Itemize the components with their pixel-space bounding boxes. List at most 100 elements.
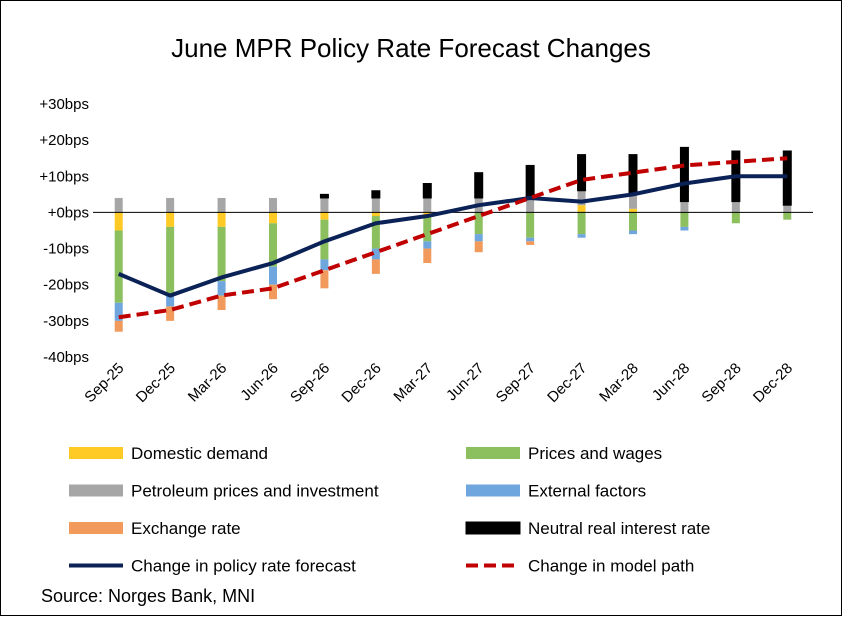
- x-tick-label: Dec-27: [544, 360, 590, 406]
- legend-label: Exchange rate: [131, 519, 241, 538]
- legend-item: Exchange rate: [69, 519, 241, 538]
- y-tick-label: -40bps: [43, 349, 89, 366]
- line-change-in-policy-rate-forecast: [117, 174, 788, 298]
- bar-segment-prices-and-wages: [783, 212, 792, 220]
- y-tick-label: +30bps: [39, 96, 89, 113]
- bar-segment-external-factors: [166, 295, 175, 307]
- bar-segment-petroleum-prices-and-investment: [577, 190, 586, 206]
- bar-segment-exchange-rate: [114, 320, 123, 332]
- bar-segment-prices-and-wages: [629, 212, 637, 231]
- bar-segment-petroleum-prices-and-investment: [423, 197, 432, 213]
- bar-segment-prices-and-wages: [371, 216, 380, 249]
- x-tick-label: Dec-25: [133, 360, 179, 406]
- bar-segment-exchange-rate: [371, 259, 380, 274]
- x-tick-label: Dec-26: [338, 360, 384, 406]
- bar-segment-external-factors: [423, 241, 432, 249]
- bar-segment-neutral-real-interest-rate: [474, 172, 484, 199]
- bar-segment-prices-and-wages: [166, 226, 175, 296]
- bar-segment-external-factors: [320, 259, 329, 271]
- bar-segment-domestic-demand: [114, 212, 123, 231]
- bar-segment-neutral-real-interest-rate: [319, 193, 329, 199]
- y-axis-ticks: +30bps +20bps +10bps +0bps -10bps -20bps -30bp…: [39, 96, 89, 366]
- bar-segment-prices-and-wages: [423, 216, 432, 242]
- x-tick-label: Jun-27: [443, 360, 487, 404]
- x-tick-label: Mar-28: [596, 360, 642, 406]
- bar-segment-petroleum-prices-and-investment: [783, 205, 792, 213]
- bar-segment-prices-and-wages: [114, 230, 123, 303]
- bar-segment-exchange-rate: [217, 295, 226, 311]
- bar-segment-petroleum-prices-and-investment: [217, 197, 226, 213]
- legend-label: Change in policy rate forecast: [131, 557, 356, 576]
- bar-segment-exchange-rate: [423, 248, 432, 264]
- x-tick-label: Mar-27: [390, 360, 436, 406]
- legend-item: Change in policy rate forecast: [69, 557, 356, 576]
- bar-segment-exchange-rate: [269, 284, 277, 300]
- legend-swatch: [69, 522, 123, 534]
- legend-label: Petroleum prices and investment: [131, 482, 379, 501]
- y-tick-label: +20bps: [39, 132, 89, 149]
- bar-segment-domestic-demand: [166, 212, 175, 227]
- bar-segment-prices-and-wages: [577, 212, 586, 235]
- bar-segment-external-factors: [217, 281, 226, 296]
- chart-title: June MPR Policy Rate Forecast Changes: [171, 33, 651, 63]
- y-tick-label: +0bps: [48, 204, 89, 221]
- legend-swatch: [69, 484, 123, 497]
- legend-swatch: [466, 447, 520, 459]
- lines-group: [117, 156, 788, 320]
- bar-segment-neutral-real-interest-rate: [679, 146, 689, 203]
- x-tick-label: Jun-26: [237, 360, 281, 404]
- bar-segment-exchange-rate: [320, 270, 329, 289]
- bar-segment-petroleum-prices-and-investment: [629, 194, 637, 209]
- legend-label: Domestic demand: [131, 444, 268, 463]
- bar-segment-prices-and-wages: [526, 212, 535, 238]
- bar-segment-prices-and-wages: [731, 212, 740, 224]
- x-axis-ticks: Sep-25 Dec-25 Mar-26 Jun-26 Sep-26 Dec-26 Mar-…: [81, 360, 796, 406]
- bar-segment-domestic-demand: [269, 212, 277, 224]
- bar-segment-exchange-rate: [166, 306, 175, 321]
- bar-segment-petroleum-prices-and-investment: [526, 197, 535, 213]
- x-tick-label: Dec-28: [750, 360, 796, 406]
- y-tick-label: -10bps: [43, 241, 89, 258]
- legend-label: Neutral real interest rate: [528, 519, 710, 538]
- bar-segment-external-factors: [680, 226, 689, 231]
- bar-segment-external-factors: [269, 266, 277, 285]
- legend-swatch: [465, 521, 521, 535]
- legend-label: External factors: [528, 482, 646, 501]
- bar-segment-external-factors: [577, 234, 586, 238]
- x-tick-label: Mar-26: [185, 360, 231, 406]
- bar-segment-petroleum-prices-and-investment: [680, 201, 689, 213]
- bars-group: [114, 146, 792, 332]
- legend-swatch: [69, 447, 123, 459]
- x-tick-label: Sep-25: [81, 360, 127, 406]
- legend-item: External factors: [466, 482, 646, 501]
- y-tick-label: +10bps: [39, 168, 89, 185]
- bar-segment-domestic-demand: [217, 212, 226, 227]
- y-tick-label: -30bps: [43, 313, 89, 330]
- bar-segment-external-factors: [371, 248, 380, 260]
- bar-segment-external-factors: [526, 237, 535, 242]
- legend-item: Petroleum prices and investment: [69, 482, 379, 501]
- bar-segment-external-factors: [629, 230, 637, 235]
- x-tick-label: Sep-28: [698, 360, 744, 406]
- bar-segment-prices-and-wages: [680, 212, 689, 227]
- bar-segment-neutral-real-interest-rate: [577, 154, 587, 192]
- bar-segment-petroleum-prices-and-investment: [320, 197, 329, 213]
- bar-segment-domestic-demand: [320, 212, 329, 220]
- bar-segment-petroleum-prices-and-investment: [371, 197, 380, 213]
- bar-segment-neutral-real-interest-rate: [525, 164, 535, 199]
- bar-segment-petroleum-prices-and-investment: [731, 201, 740, 213]
- legend-label: Prices and wages: [528, 444, 662, 463]
- bar-segment-petroleum-prices-and-investment: [269, 197, 277, 213]
- legend: Domestic demand Prices and wages Petroleum…: [69, 444, 710, 576]
- bar-segment-external-factors: [114, 302, 123, 321]
- x-tick-label: Jun-28: [649, 360, 693, 404]
- source-note: Source: Norges Bank, MNI: [41, 586, 255, 606]
- legend-item: Neutral real interest rate: [465, 519, 710, 538]
- line-change-in-model-path: [118, 156, 788, 320]
- bar-segment-domestic-demand: [577, 205, 586, 213]
- bar-segment-prices-and-wages: [217, 226, 226, 282]
- bar-segment-exchange-rate: [526, 241, 535, 245]
- bar-segment-prices-and-wages: [269, 223, 277, 267]
- bar-segment-petroleum-prices-and-investment: [114, 197, 123, 213]
